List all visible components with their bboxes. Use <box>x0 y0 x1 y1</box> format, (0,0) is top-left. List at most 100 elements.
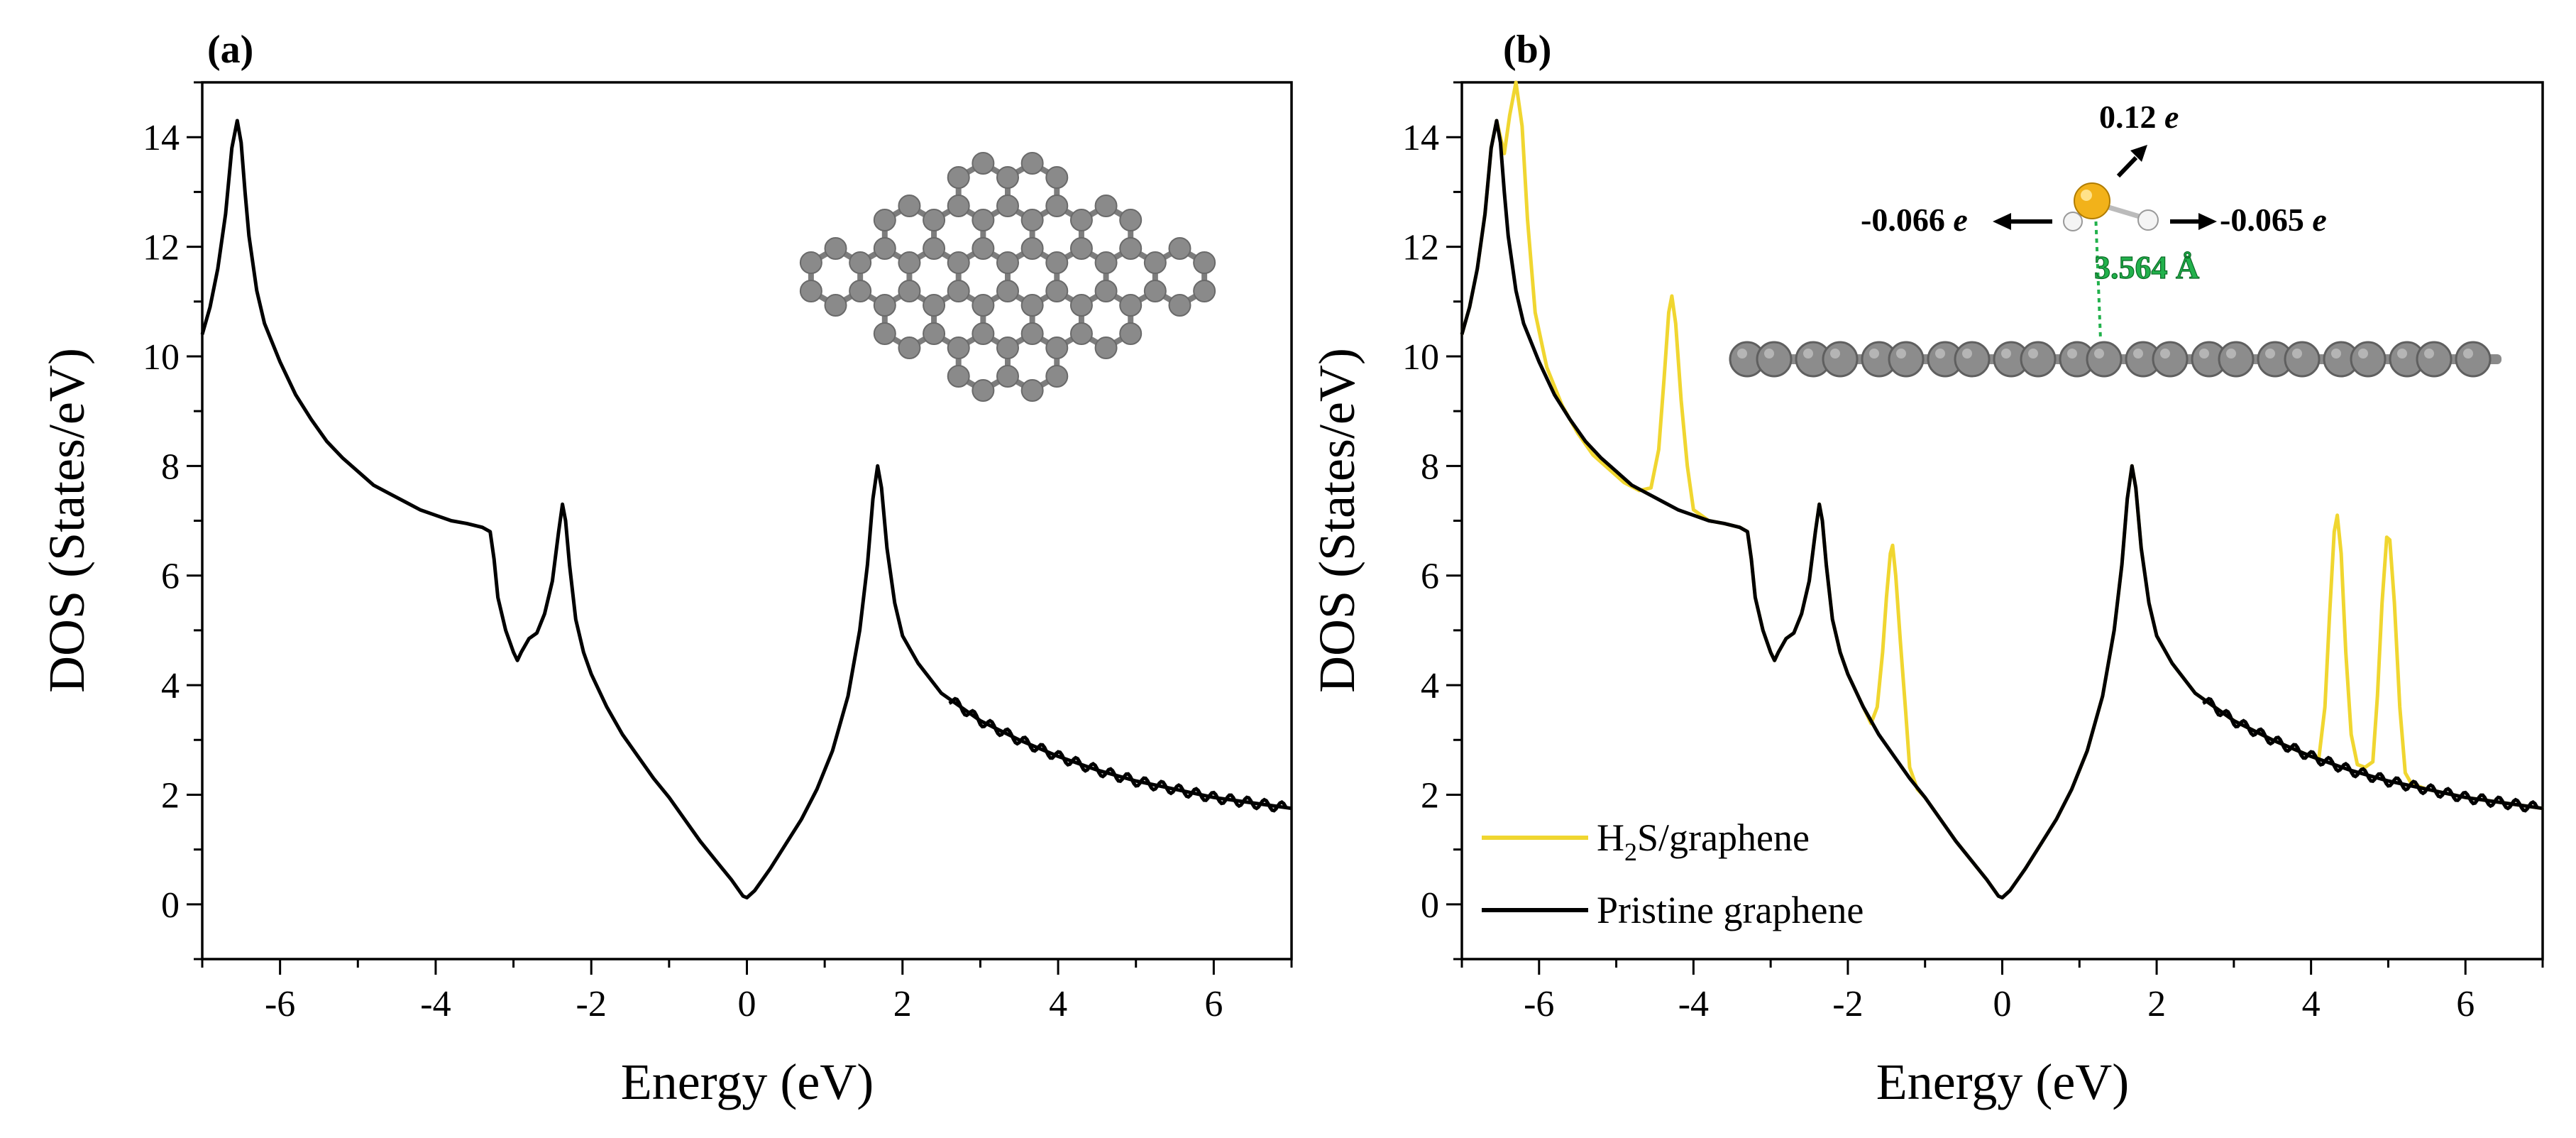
sheet-atom-highlight <box>2292 349 2302 359</box>
y-tick-label: 2 <box>161 775 180 816</box>
panel-b-y-ticks: 0 2 4 6 8 10 12 14 <box>1402 81 1462 961</box>
sheet-carbon-atom <box>2086 341 2123 378</box>
panel-b-y-axis-title: DOS (States/eV) <box>1309 348 1365 693</box>
sheet-carbon-atom <box>2284 341 2321 378</box>
carbon-atom <box>898 337 921 359</box>
carbon-atom <box>1045 251 1069 274</box>
sheet-atom-highlight <box>2358 349 2368 359</box>
sheet-atom-highlight <box>2463 349 2473 359</box>
carbon-atom <box>1069 322 1093 345</box>
graphene-sheet-side-view <box>1729 341 2501 378</box>
graphene-flake-inset <box>799 152 1216 402</box>
carbon-atom <box>1143 251 1167 274</box>
carbon-atom <box>873 237 896 260</box>
x-tick-label: -6 <box>1524 984 1554 1024</box>
y-tick-label: 6 <box>161 557 180 597</box>
sheet-carbon-atom <box>2416 341 2453 378</box>
carbon-atom <box>873 294 896 317</box>
carbon-atom <box>1168 294 1191 317</box>
carbon-atom <box>1045 195 1069 217</box>
sulfur-highlight <box>2081 190 2092 201</box>
x-tick-label: 4 <box>1049 984 1067 1024</box>
carbon-atom <box>1168 237 1191 260</box>
panel-b-label: (b) <box>1503 28 1551 72</box>
charge-label-right: -0.065 e <box>2220 202 2327 238</box>
panel-a-y-axis-title: DOS (States/eV) <box>38 348 95 693</box>
sheet-carbon-atom <box>2152 341 2189 378</box>
carbon-atom <box>1045 337 1069 359</box>
x-tick-label: -4 <box>1678 984 1709 1024</box>
panel-b-x-ticks: -6 -4 -2 0 2 4 6 <box>1460 959 2544 1024</box>
carbon-atom <box>947 365 970 388</box>
carbon-atom <box>971 322 995 345</box>
y-tick-label: 0 <box>1421 885 1439 926</box>
sheet-atom-highlight <box>1803 349 1813 359</box>
carbon-atom <box>799 251 822 274</box>
carbon-atom <box>947 195 970 217</box>
y-tick-label: 4 <box>1421 666 1439 706</box>
carbon-atom <box>1069 209 1093 231</box>
x-tick-label: 0 <box>1993 984 2012 1024</box>
y-tick-label: 14 <box>1402 118 1439 158</box>
x-tick-label: -4 <box>420 984 451 1024</box>
carbon-atom <box>1119 237 1143 260</box>
panel-a: (a) -6 -4 -2 0 2 4 6 0 2 4 6 8 10 12 14 Energy (eV) D… <box>38 28 1293 1110</box>
carbon-atom <box>1119 209 1143 231</box>
carbon-atom <box>923 209 946 231</box>
carbon-atom <box>1193 251 1216 274</box>
carbon-atom <box>971 152 995 175</box>
carbon-atom <box>849 251 872 274</box>
sheet-atom-highlight <box>1896 349 1906 359</box>
sheet-atom-highlight <box>2028 349 2038 359</box>
x-tick-label: 2 <box>2147 984 2166 1024</box>
y-tick-label: 2 <box>1421 775 1439 816</box>
panel-a-label: (a) <box>207 28 253 72</box>
carbon-atom <box>996 365 1019 388</box>
y-tick-label: 12 <box>1402 228 1439 268</box>
x-tick-label: 0 <box>738 984 756 1024</box>
carbon-atom <box>873 322 896 345</box>
sheet-atom-highlight <box>1935 349 1945 359</box>
pristine-tail-ripple <box>948 696 1287 813</box>
x-tick-label: 2 <box>893 984 912 1024</box>
legend-label-pristine: Pristine graphene <box>1597 889 1864 931</box>
y-tick-label: 10 <box>1402 337 1439 378</box>
sheet-carbon-atom <box>1822 341 1859 378</box>
charge-label-left: -0.066 e <box>1861 202 1968 238</box>
series-line-pristine-graphene <box>1460 119 2543 899</box>
h2s-graphene-inset: 0.12 e -0.066 e -0.065 e 3.564 Å <box>1729 99 2501 378</box>
sheet-atom-highlight <box>2001 349 2011 359</box>
carbon-atom <box>824 237 847 260</box>
carbon-atom <box>1020 237 1044 260</box>
carbon-atom <box>898 280 921 302</box>
carbon-atom <box>1094 280 1118 302</box>
sheet-carbon-atom <box>1954 341 1991 378</box>
carbon-atom <box>947 251 970 274</box>
hydrogen-atom-left <box>2063 212 2083 231</box>
x-tick-label: -2 <box>576 984 607 1024</box>
carbon-atom <box>1020 152 1044 175</box>
carbon-atom <box>1143 280 1167 302</box>
panel-a-y-ticks: 0 2 4 6 8 10 12 14 <box>143 81 202 961</box>
charge-arrow-top <box>2116 145 2147 178</box>
carbon-atom <box>996 195 1019 217</box>
carbon-atom <box>971 379 995 402</box>
panel-b-x-axis-title: Energy (eV) <box>1876 1054 2130 1110</box>
sheet-atom-highlight <box>2226 349 2236 359</box>
carbon-atom <box>1094 251 1118 274</box>
carbon-atom <box>898 195 921 217</box>
sheet-atom-highlight <box>2331 349 2341 359</box>
carbon-atom <box>824 294 847 317</box>
carbon-atom <box>1045 166 1069 189</box>
x-tick-label: 6 <box>2456 984 2475 1024</box>
y-tick-label: 6 <box>1421 557 1439 597</box>
sulfur-atom <box>2074 182 2110 219</box>
sheet-atom-highlight <box>2199 349 2209 359</box>
sheet-carbon-atom <box>2218 341 2255 378</box>
carbon-atom <box>947 337 970 359</box>
carbon-atom <box>1193 280 1216 302</box>
sheet-carbon-atom <box>1888 341 1925 378</box>
panel-a-x-ticks: -6 -4 -2 0 2 4 6 <box>201 959 1293 1024</box>
y-tick-label: 4 <box>161 666 180 706</box>
